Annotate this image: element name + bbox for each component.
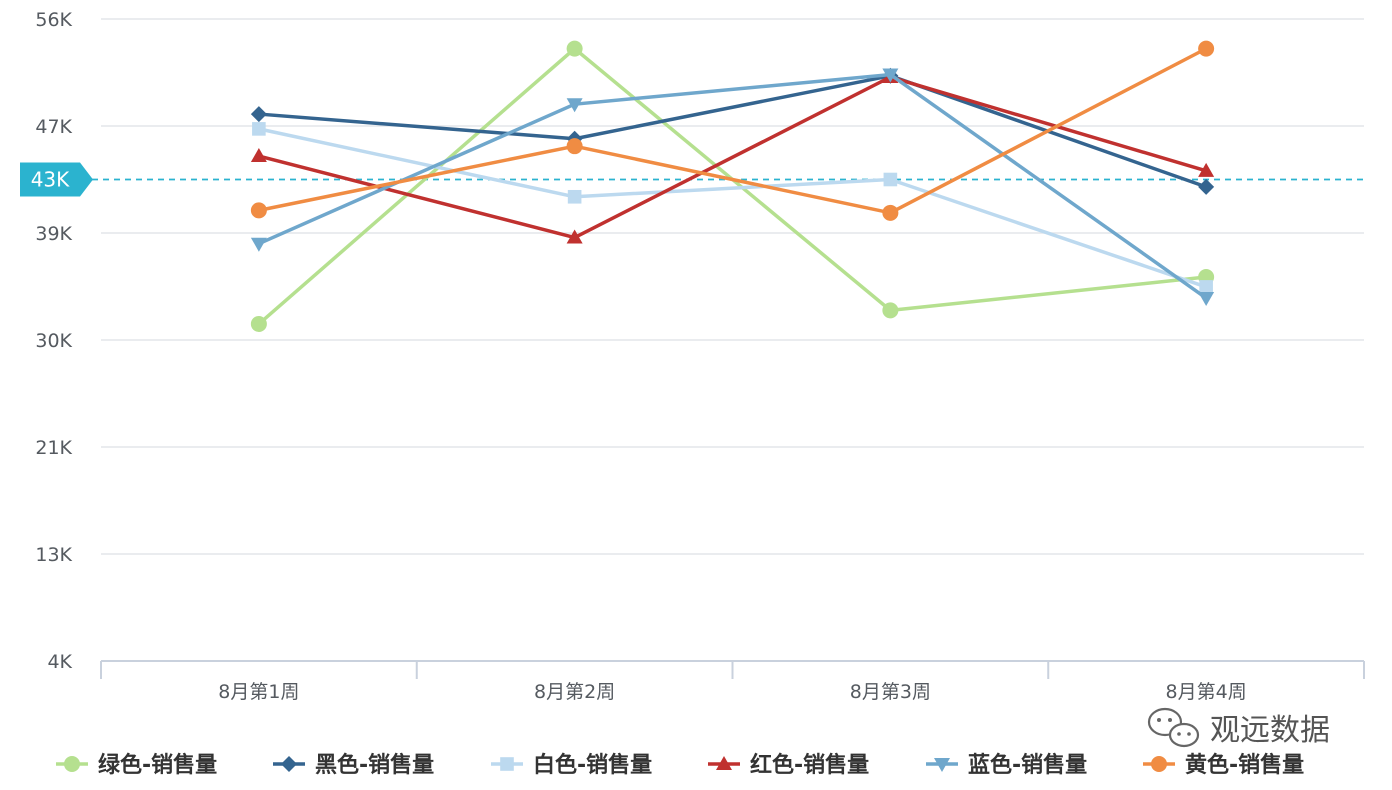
series-line bbox=[258, 127, 1207, 289]
x-tick-label: 8月第1周 bbox=[218, 681, 299, 703]
y-tick-label: 56K bbox=[35, 9, 72, 31]
legend: 绿色-销售量 黑色-销售量 白色-销售量 红色-销售量 蓝色-销售量 黄色-销售量 bbox=[56, 752, 1304, 778]
data-point[interactable] bbox=[1198, 178, 1215, 195]
data-point[interactable] bbox=[252, 122, 266, 136]
legend-label: 蓝色-销售量 bbox=[968, 752, 1087, 778]
watermark-text: 观远数据 bbox=[1210, 713, 1330, 748]
data-point[interactable] bbox=[250, 315, 267, 332]
x-tick-label: 8月第2周 bbox=[534, 681, 615, 703]
series-line bbox=[258, 75, 1207, 240]
data-point[interactable] bbox=[883, 172, 898, 187]
y-tick-label: 30K bbox=[35, 330, 72, 352]
data-point[interactable] bbox=[1198, 40, 1215, 57]
y-tick-label: 21K bbox=[35, 437, 72, 459]
legend-item[interactable]: 黑色-销售量 bbox=[273, 752, 434, 778]
data-point[interactable] bbox=[882, 302, 899, 319]
legend-marker bbox=[281, 756, 297, 772]
legend-label: 黄色-销售量 bbox=[1185, 752, 1304, 778]
data-point[interactable] bbox=[566, 40, 583, 57]
y-tick-label: 4K bbox=[47, 651, 72, 673]
legend-item[interactable]: 绿色-销售量 bbox=[56, 752, 217, 778]
legend-item[interactable]: 蓝色-销售量 bbox=[926, 752, 1087, 778]
data-point[interactable] bbox=[1198, 162, 1215, 177]
y-tick-label: 39K bbox=[35, 223, 72, 245]
legend-label: 绿色-销售量 bbox=[98, 752, 217, 778]
data-point[interactable] bbox=[566, 138, 583, 155]
reference-line-badge bbox=[20, 162, 93, 197]
series-group bbox=[250, 40, 1215, 332]
x-tick-label: 8月第3周 bbox=[850, 681, 931, 703]
data-point[interactable] bbox=[250, 148, 267, 163]
legend-marker bbox=[716, 756, 732, 770]
legend-label: 白色-销售量 bbox=[533, 752, 652, 778]
grid-lines bbox=[101, 18, 1364, 555]
y-tick-label: 13K bbox=[35, 544, 72, 566]
legend-label: 红色-销售量 bbox=[750, 752, 869, 778]
y-tick-label: 47K bbox=[35, 116, 72, 138]
watermark: 观远数据 bbox=[1147, 707, 1330, 748]
data-point[interactable] bbox=[250, 202, 267, 219]
series-line bbox=[258, 47, 1207, 215]
data-point[interactable] bbox=[250, 106, 267, 123]
series-6 bbox=[250, 40, 1215, 221]
reference-line-group: 43K bbox=[20, 162, 1364, 197]
legend-item[interactable]: 白色-销售量 bbox=[491, 752, 652, 778]
y-axis-ticks: 4K 13K 21K 30K 39K 47K 56K bbox=[35, 9, 72, 673]
data-point[interactable] bbox=[1198, 292, 1215, 307]
data-point[interactable] bbox=[566, 98, 583, 113]
series-5 bbox=[250, 68, 1215, 307]
legend-marker bbox=[64, 756, 80, 772]
reference-line-label: 43K bbox=[31, 168, 70, 192]
data-point[interactable] bbox=[882, 204, 899, 221]
data-point[interactable] bbox=[250, 237, 267, 252]
data-point[interactable] bbox=[566, 229, 583, 244]
data-point[interactable] bbox=[882, 68, 899, 83]
series-4 bbox=[250, 69, 1215, 244]
wechat-icon bbox=[1147, 707, 1200, 748]
data-point[interactable] bbox=[567, 189, 582, 204]
series-3 bbox=[252, 122, 1213, 294]
legend-label: 黑色-销售量 bbox=[315, 752, 434, 778]
legend-item[interactable]: 红色-销售量 bbox=[708, 752, 869, 778]
series-1 bbox=[250, 40, 1215, 332]
legend-marker bbox=[500, 757, 514, 771]
x-axis: 8月第1周 8月第2周 8月第3周 8月第4周 bbox=[100, 660, 1365, 703]
series-line bbox=[258, 72, 1208, 300]
x-tick-label: 8月第4周 bbox=[1166, 681, 1247, 703]
legend-marker bbox=[934, 758, 950, 772]
data-point[interactable] bbox=[1199, 280, 1213, 294]
legend-marker bbox=[1151, 756, 1167, 772]
series-line bbox=[258, 74, 1207, 189]
legend-item[interactable]: 黄色-销售量 bbox=[1143, 752, 1304, 778]
